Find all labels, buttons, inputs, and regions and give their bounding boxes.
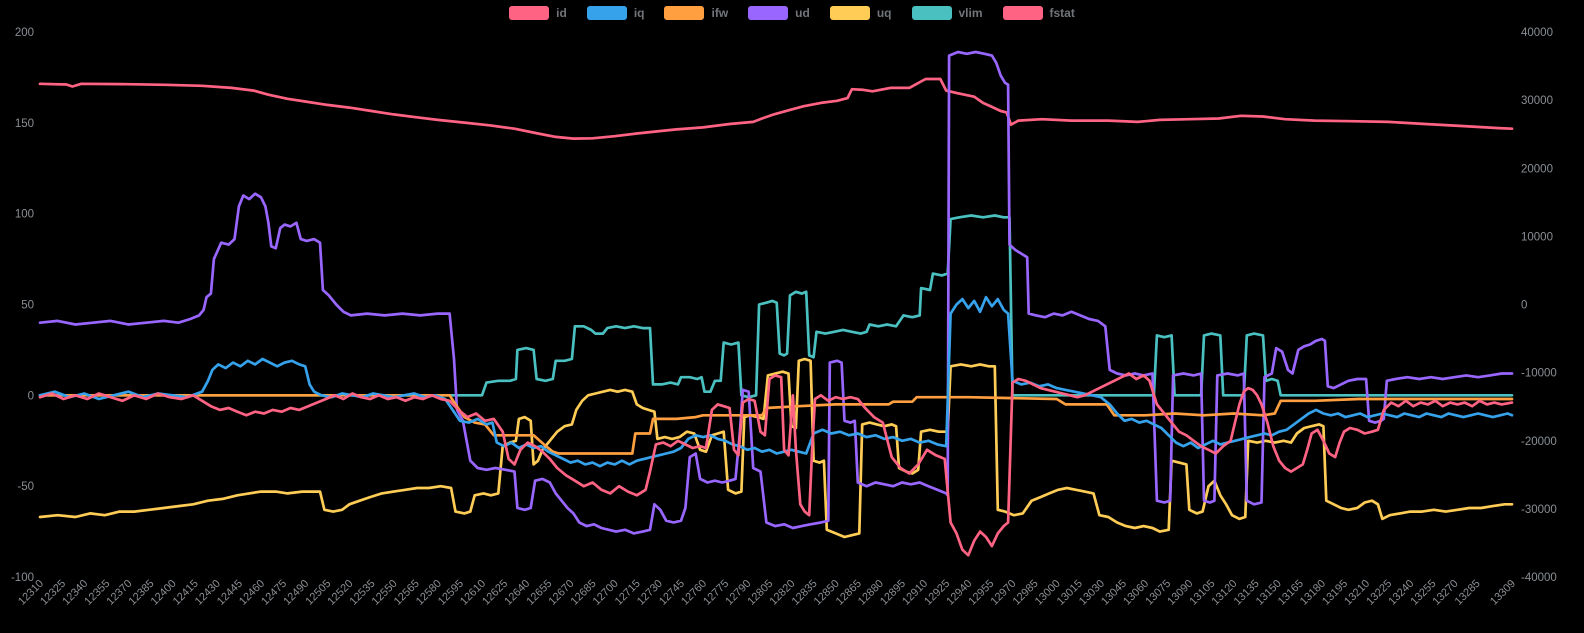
y-axis-left-tick-label: 0	[28, 390, 34, 402]
legend-label-fstat: fstat	[1049, 6, 1075, 20]
series-line-ifw	[38, 393, 1514, 455]
y-axis-right-tick-label: -10000	[1521, 368, 1557, 380]
legend-swatch-fstat	[1002, 6, 1043, 20]
legend-label-id: id	[556, 6, 567, 20]
x-axis-tick-label: 13309	[1488, 578, 1518, 608]
series-line-iq	[38, 295, 1514, 468]
y-axis-right-tick-label: 0	[1521, 300, 1527, 312]
legend-swatch-uq	[829, 6, 870, 20]
y-axis-left-tick-label: -100	[11, 572, 34, 584]
legend-item-fstat[interactable]: fstat	[1002, 6, 1075, 20]
y-axis-left-tick-label: -50	[17, 481, 34, 493]
legend-label-ud: ud	[795, 6, 810, 20]
legend-item-ifw[interactable]: ifw	[664, 6, 728, 20]
x-axis-tick-label: 13285	[1453, 578, 1483, 608]
legend-label-uq: uq	[876, 6, 892, 20]
y-axis-left-tick-label: 50	[21, 300, 34, 312]
legend-swatch-id	[509, 6, 550, 20]
y-axis-right-tick-label: 20000	[1521, 163, 1553, 175]
y-axis-right-tick-label: 10000	[1521, 231, 1553, 243]
legend-swatch-ud	[748, 6, 789, 20]
legend-swatch-iq	[586, 6, 627, 20]
y-axis-left-tick-label: 150	[15, 118, 34, 130]
y-axis-left-tick-label: 100	[15, 209, 34, 221]
legend-item-id[interactable]: id	[509, 6, 567, 20]
legend-swatch-ifw	[664, 6, 705, 20]
legend-item-iq[interactable]: iq	[586, 6, 645, 20]
y-axis-right-tick-label: -30000	[1521, 504, 1557, 516]
y-axis-right-tick-label: -20000	[1521, 436, 1557, 448]
series-line-vlim	[38, 214, 1514, 399]
y-axis-left-tick-label: 200	[15, 27, 34, 39]
series-line-ud	[38, 50, 1514, 535]
y-axis-right-tick-label: 30000	[1521, 95, 1553, 107]
legend-item-uq[interactable]: uq	[829, 6, 892, 20]
legend-item-ud[interactable]: ud	[748, 6, 810, 20]
series-line-uq	[38, 357, 1514, 539]
series-line-fstat	[38, 77, 1514, 140]
y-axis-right-tick-label: 40000	[1521, 27, 1553, 39]
legend-item-vlim[interactable]: vlim	[911, 6, 983, 20]
legend-label-vlim: vlim	[958, 6, 983, 20]
legend-swatch-vlim	[911, 6, 952, 20]
chart-legend: id iq ifw ud uq vlim fstat	[0, 6, 1584, 20]
series-line-id	[38, 372, 1514, 557]
y-axis-right-tick-label: -40000	[1521, 572, 1557, 584]
legend-label-ifw: ifw	[711, 6, 729, 20]
legend-label-iq: iq	[633, 6, 645, 20]
